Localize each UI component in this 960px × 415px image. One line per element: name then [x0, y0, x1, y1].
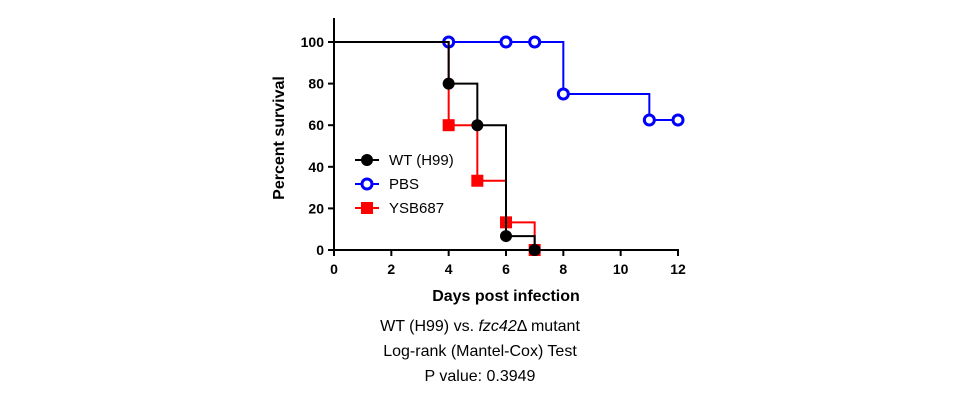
caption-suffix: Δ mutant — [516, 318, 580, 335]
point-ysb687-0 — [442, 119, 455, 132]
point-pbs-3 — [556, 87, 570, 101]
y-tick-label-0: 0 — [316, 242, 324, 258]
point-wt-h99-1 — [471, 119, 484, 132]
legend-label-wt-h99: WT (H99) — [389, 152, 454, 169]
y-axis-title: Percent survival — [271, 76, 288, 200]
y-tick-label-20: 20 — [308, 200, 324, 216]
point-ysb687-1 — [471, 174, 484, 187]
point-wt-h99-3 — [528, 244, 541, 256]
legend-item-ysb687: YSB687 — [355, 200, 444, 217]
x-tick-label-4: 4 — [445, 261, 453, 277]
y-tick-label-40: 40 — [308, 159, 324, 175]
y-tick-label-80: 80 — [308, 76, 324, 92]
y-tick-label-60: 60 — [308, 117, 324, 133]
line-pbs — [334, 41, 678, 121]
legend-label-pbs: PBS — [389, 176, 419, 193]
caption-prefix: WT (H99) vs. — [380, 318, 479, 335]
y-tick-label-100: 100 — [301, 34, 325, 50]
series-wt-h99 — [334, 41, 541, 256]
point-wt-h99-2 — [500, 230, 512, 243]
axes: 0 20 40 60 80 100 0 2 4 6 8 10 12 — [301, 18, 686, 277]
x-tick-label-8: 8 — [559, 261, 567, 277]
x-tick-label-2: 2 — [387, 261, 395, 277]
x-tick-label-6: 6 — [502, 261, 510, 277]
x-axis-title: Days post infection — [432, 288, 580, 305]
legend-item-wt-h99: WT (H99) — [355, 152, 454, 169]
point-pbs-1 — [499, 35, 513, 49]
x-tick-label-12: 12 — [670, 261, 686, 277]
legend: WT (H99) PBS YSB687 — [355, 152, 454, 217]
series-pbs — [334, 35, 685, 127]
legend-marker-pbs — [360, 177, 374, 191]
legend-marker-ysb687 — [361, 202, 373, 214]
caption-pvalue: P value: 0.3949 — [424, 368, 536, 385]
legend-item-pbs: PBS — [355, 176, 419, 193]
point-pbs-5 — [671, 113, 685, 127]
series-ysb687 — [334, 41, 541, 256]
x-tick-label-10: 10 — [613, 261, 629, 277]
legend-label-ysb687: YSB687 — [389, 200, 444, 217]
caption-comparison: WT (H99) vs. fzc42Δ mutant — [0, 318, 960, 336]
series-layer — [334, 35, 685, 256]
x-tick-label-0: 0 — [330, 261, 338, 277]
legend-marker-wt-h99 — [361, 154, 373, 166]
caption-test: Log-rank (Mantel-Cox) Test — [383, 343, 577, 360]
caption-gene: fzc42 — [478, 318, 517, 335]
point-pbs-4 — [642, 113, 656, 127]
point-pbs-2 — [528, 35, 542, 49]
point-wt-h99-0 — [442, 77, 455, 90]
